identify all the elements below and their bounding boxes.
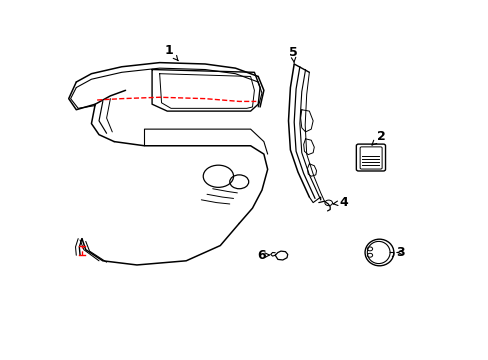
- FancyBboxPatch shape: [359, 147, 381, 169]
- Text: 6: 6: [256, 249, 269, 262]
- Text: 2: 2: [371, 130, 385, 145]
- Text: 5: 5: [288, 46, 297, 62]
- Text: 3: 3: [395, 246, 404, 259]
- Text: 1: 1: [164, 44, 178, 61]
- Text: 4: 4: [332, 196, 347, 209]
- FancyBboxPatch shape: [356, 144, 385, 171]
